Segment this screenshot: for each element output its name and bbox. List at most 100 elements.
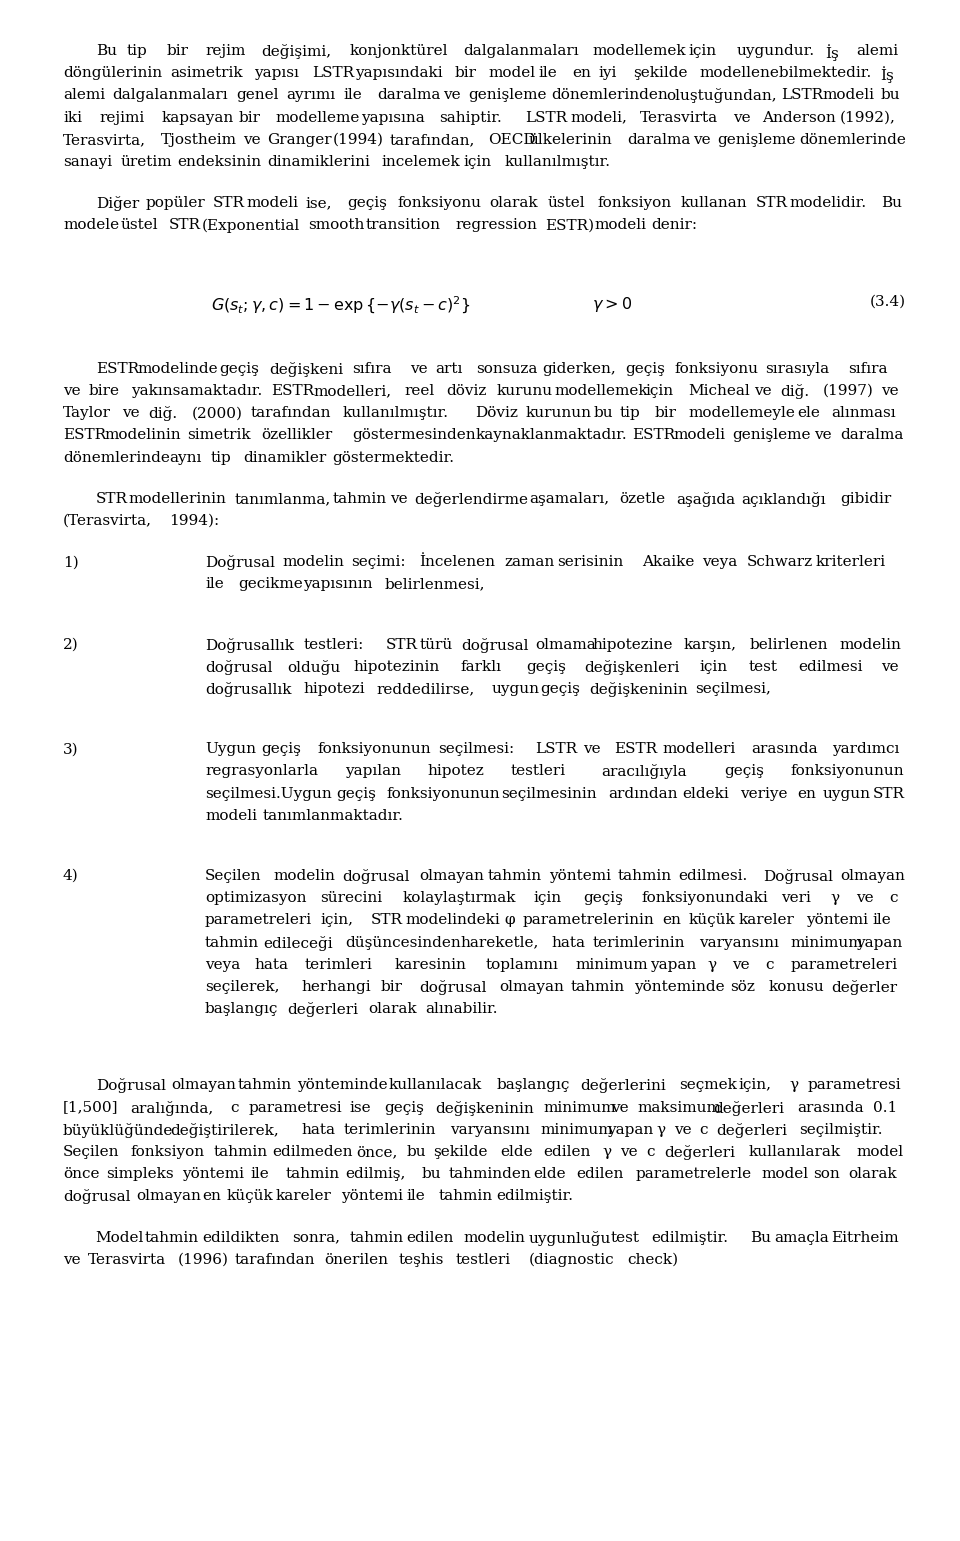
Text: tahmin: tahmin [439,1190,493,1204]
Text: Seçilen: Seçilen [63,1145,119,1159]
Text: tahminden: tahminden [448,1167,531,1182]
Text: edilmeden: edilmeden [273,1145,353,1159]
Text: İş: İş [825,45,839,60]
Text: için,: için, [738,1079,772,1093]
Text: seçilerek,: seçilerek, [205,980,279,994]
Text: modelin: modelin [282,555,344,569]
Text: genişleme: genişleme [717,133,796,146]
Text: değişimi,: değişimi, [261,45,331,59]
Text: Diğer: Diğer [96,196,139,211]
Text: edileceği: edileceği [263,935,332,951]
Text: kullanılacak: kullanılacak [389,1079,482,1093]
Text: Granger: Granger [268,133,332,146]
Text: gibidir: gibidir [840,492,891,505]
Text: arasında: arasında [797,1100,863,1114]
Text: 1994):: 1994): [169,515,220,529]
Text: yapılan: yapılan [345,764,401,778]
Text: aynı: aynı [169,450,202,464]
Text: veri: veri [780,891,810,905]
Text: genel: genel [236,88,278,102]
Text: Eitrheim: Eitrheim [831,1231,900,1245]
Text: ve: ve [620,1145,637,1159]
Text: varyansını: varyansını [700,935,780,949]
Text: $\gamma>0$: $\gamma>0$ [592,294,633,314]
Text: özetle: özetle [619,492,665,505]
Text: olmayan: olmayan [171,1079,236,1093]
Text: ESTR: ESTR [271,384,314,398]
Text: edilmiş,: edilmiş, [346,1167,406,1182]
Text: için: için [646,384,674,398]
Text: kapsayan: kapsayan [161,111,233,125]
Text: Anderson: Anderson [762,111,836,125]
Text: bu: bu [407,1145,426,1159]
Text: tahmin: tahmin [145,1231,199,1245]
Text: optimizasyon: optimizasyon [205,891,306,905]
Text: aşağıda: aşağıda [676,492,735,507]
Text: endeksinin: endeksinin [178,156,261,170]
Text: göstermesinden: göstermesinden [352,428,476,442]
Text: simetrik: simetrik [187,428,251,442]
Text: fonksiyonundaki: fonksiyonundaki [641,891,768,905]
Text: γ: γ [602,1145,612,1159]
Text: STR: STR [169,219,202,233]
Text: terimlerinin: terimlerinin [592,935,685,949]
Text: elde: elde [500,1145,533,1159]
Text: denir:: denir: [652,219,698,233]
Text: Bu: Bu [880,196,901,210]
Text: seçilmesi,: seçilmesi, [695,683,771,697]
Text: döngülerinin: döngülerinin [63,66,162,80]
Text: parametresi: parametresi [249,1100,343,1114]
Text: ve: ve [410,362,427,376]
Text: modelleme: modelleme [276,111,360,125]
Text: giderken,: giderken, [542,362,616,376]
Text: Uygun: Uygun [205,743,256,757]
Text: minimum: minimum [543,1100,616,1114]
Text: fonksiyonunun: fonksiyonunun [317,743,431,757]
Text: geçiş: geçiş [526,660,566,673]
Text: konusu: konusu [768,980,824,994]
Text: olarak: olarak [848,1167,897,1182]
Text: genişleme: genişleme [732,428,810,442]
Text: modellemek: modellemek [592,45,685,59]
Text: maksimum: maksimum [637,1100,721,1114]
Text: şekilde: şekilde [633,66,687,80]
Text: tip: tip [619,407,640,421]
Text: tahmin: tahmin [488,869,542,883]
Text: STR: STR [213,196,245,210]
Text: ve: ve [390,492,408,505]
Text: Taylor: Taylor [63,407,111,421]
Text: geçiş: geçiş [336,786,376,801]
Text: γ: γ [789,1079,798,1093]
Text: geçiş: geçiş [220,362,259,376]
Text: serisinin: serisinin [557,555,623,569]
Text: modelin: modelin [464,1231,525,1245]
Text: ülkelerinin: ülkelerinin [529,133,612,146]
Text: Doğrusallık: Doğrusallık [205,638,294,652]
Text: yöntemi: yöntemi [548,869,611,883]
Text: model: model [761,1167,808,1182]
Text: kullanılarak: kullanılarak [748,1145,840,1159]
Text: için: için [534,891,562,905]
Text: ve: ve [880,384,899,398]
Text: ve: ve [674,1123,691,1137]
Text: hipotezine: hipotezine [593,638,673,652]
Text: geçiş: geçiş [261,743,300,757]
Text: seçilmiştir.: seçilmiştir. [799,1123,882,1137]
Text: olmayan: olmayan [136,1190,202,1204]
Text: (3.4): (3.4) [870,294,906,308]
Text: kullanılmıştır.: kullanılmıştır. [343,407,448,421]
Text: hipotezinin: hipotezinin [353,660,440,673]
Text: parametreleri: parametreleri [791,959,898,972]
Text: en: en [798,786,817,801]
Text: LSTR: LSTR [781,88,824,102]
Text: toplamını: toplamını [485,959,558,972]
Text: fonksiyonunun: fonksiyonunun [791,764,904,778]
Text: geçiş: geçiş [725,764,764,778]
Text: yapan: yapan [650,959,696,972]
Text: olmayan: olmayan [840,869,904,883]
Text: yapan: yapan [856,935,902,949]
Text: bir: bir [454,66,476,80]
Text: kriterleri: kriterleri [815,555,885,569]
Text: fonksiyonu: fonksiyonu [397,196,482,210]
Text: regrasyonlarla: regrasyonlarla [205,764,318,778]
